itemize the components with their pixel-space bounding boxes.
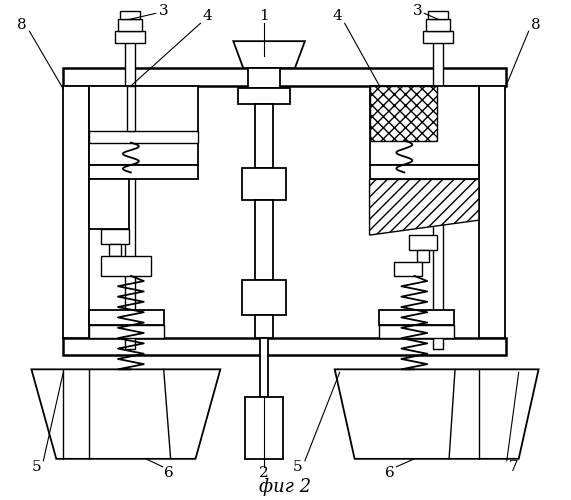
Text: 6: 6 <box>164 466 174 480</box>
Polygon shape <box>234 41 305 68</box>
Text: 4: 4 <box>203 10 212 24</box>
Bar <box>127 86 135 130</box>
Bar <box>479 86 505 338</box>
Bar <box>101 229 129 244</box>
Bar <box>89 180 129 229</box>
Text: 6: 6 <box>384 466 395 480</box>
Bar <box>380 310 454 324</box>
Bar <box>409 235 437 250</box>
Bar <box>369 86 479 166</box>
Text: 4: 4 <box>333 10 343 24</box>
Bar <box>238 88 290 104</box>
Bar <box>395 262 422 276</box>
Bar <box>369 166 479 179</box>
Bar <box>260 338 268 397</box>
Bar <box>101 256 151 276</box>
Bar <box>63 338 506 355</box>
Text: 7: 7 <box>509 460 518 474</box>
Polygon shape <box>335 370 538 459</box>
Text: фиг 2: фиг 2 <box>259 478 311 496</box>
Text: 8: 8 <box>531 18 540 32</box>
Bar <box>89 324 164 338</box>
Bar <box>369 86 437 141</box>
Bar <box>248 68 280 88</box>
Text: 2: 2 <box>259 466 269 480</box>
Text: 1: 1 <box>259 10 269 24</box>
Bar <box>63 68 506 86</box>
Bar <box>120 12 140 20</box>
Bar <box>242 168 286 200</box>
Bar <box>380 324 454 338</box>
Bar <box>242 280 286 314</box>
Polygon shape <box>31 370 220 459</box>
Bar <box>125 31 135 350</box>
Bar <box>433 31 443 350</box>
Bar <box>255 200 273 280</box>
Bar <box>428 12 448 20</box>
Bar <box>417 250 429 262</box>
Bar <box>109 244 121 256</box>
Text: 5: 5 <box>293 460 303 474</box>
Bar <box>89 86 199 166</box>
Text: 3: 3 <box>159 4 168 18</box>
Bar <box>255 104 273 168</box>
Bar <box>89 130 199 142</box>
Bar <box>89 166 199 179</box>
Text: 3: 3 <box>412 4 422 18</box>
Bar <box>118 20 142 31</box>
Polygon shape <box>369 180 479 235</box>
Bar <box>115 31 145 43</box>
Bar <box>423 31 453 43</box>
Bar <box>426 20 450 31</box>
Bar <box>89 310 164 324</box>
Bar <box>63 86 89 338</box>
Bar <box>255 314 273 338</box>
Text: 8: 8 <box>17 18 26 32</box>
Text: 5: 5 <box>31 460 41 474</box>
Polygon shape <box>245 397 283 459</box>
